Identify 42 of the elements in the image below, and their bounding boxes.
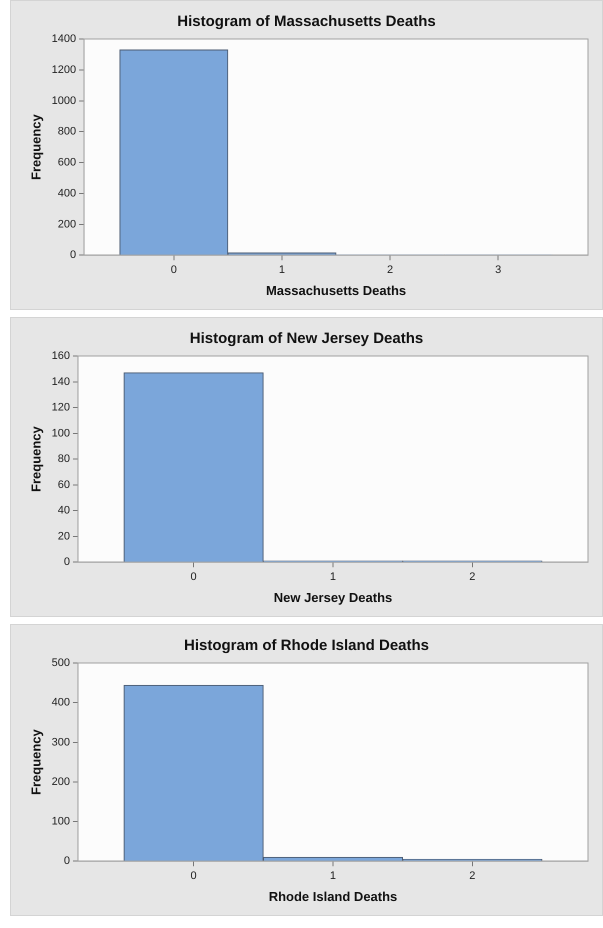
x-tick-label: 1 [278,264,286,276]
y-tick-label: 160 [52,350,70,362]
y-tick-label: 500 [52,657,70,670]
x-tick-label: 1 [330,870,336,882]
x-tick-label: 0 [170,264,177,276]
y-tick-label: 0 [70,249,76,262]
x-tick-label: 2 [469,870,476,882]
y-tick-label: 200 [52,776,70,788]
x-tick-label: 0 [190,870,197,882]
y-tick-label: 200 [58,218,76,230]
x-tick-label: 2 [387,264,394,276]
chart-title: Histogram of Rhode Island Deaths [184,637,430,654]
y-axis-title: Frequency [28,728,44,795]
y-tick-label: 0 [64,855,70,868]
y-tick-label: 1400 [52,33,76,46]
y-tick-label: 1000 [52,94,76,107]
y-tick-label: 40 [58,504,70,517]
y-tick-label: 20 [58,530,70,542]
y-tick-label: 600 [58,156,76,169]
y-axis-title: Frequency [28,425,44,492]
y-tick-label: 800 [58,126,76,138]
y-tick-label: 300 [52,736,70,748]
y-tick-label: 400 [52,696,70,709]
y-tick-label: 400 [58,187,76,200]
y-tick-label: 100 [52,816,70,828]
chart-title: Histogram of New Jersey Deaths [190,330,424,348]
x-tick-label: 3 [495,264,502,276]
y-tick-label: 120 [52,402,70,414]
y-tick-label: 60 [58,478,70,491]
y-tick-label: 80 [58,453,70,466]
x-axis-title: Rhode Island Deaths [268,888,398,904]
x-axis-title: Massachusetts Deaths [266,282,406,298]
chart-title: Histogram of Massachusetts Deaths [177,13,436,30]
x-axis-title: New Jersey Deaths [274,590,392,605]
x-tick-label: 1 [330,570,336,583]
x-tick-label: 0 [190,570,197,583]
y-axis-title: Frequency [28,113,44,180]
x-tick-label: 2 [469,570,476,583]
y-tick-label: 0 [64,556,70,568]
y-tick-label: 100 [52,427,70,440]
y-tick-label: 1200 [52,64,76,76]
y-tick-label: 140 [52,376,70,388]
